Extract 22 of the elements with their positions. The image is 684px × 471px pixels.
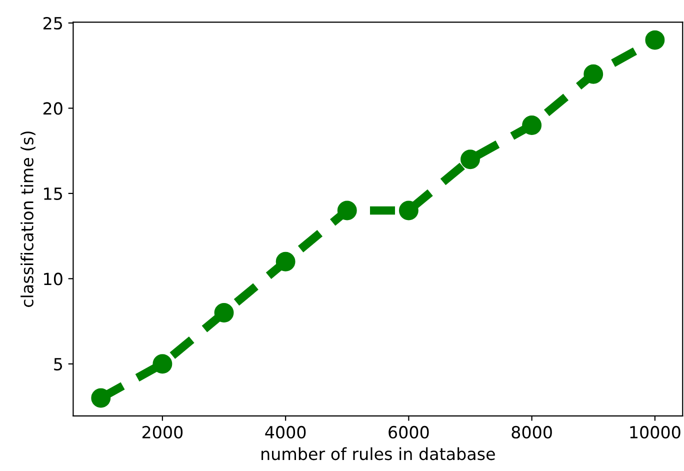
x-tick-label: 6000 [388, 426, 429, 439]
point [584, 64, 604, 84]
x-axis-title: number of rules in database [262, 447, 495, 460]
point [522, 116, 542, 135]
y-axis-title: classification time (s) [20, 132, 36, 307]
point [214, 303, 234, 322]
x-tick-label: 2000 [142, 426, 183, 439]
point [337, 200, 357, 220]
x-tick-label: 4000 [265, 426, 306, 439]
x-tick-label: 8000 [512, 426, 552, 439]
point [91, 388, 111, 408]
point [152, 354, 172, 374]
y-tick-label: 10 [44, 272, 62, 286]
x-tick-label: 10000 [630, 426, 680, 439]
y-tick-label: 5 [54, 358, 62, 370]
y-tick-label: 15 [44, 188, 62, 200]
point [645, 30, 665, 50]
point [460, 150, 480, 170]
y-tick-label: 20 [43, 102, 62, 115]
point [276, 252, 296, 272]
point [398, 200, 418, 220]
y-tick-label: 25 [43, 16, 62, 30]
